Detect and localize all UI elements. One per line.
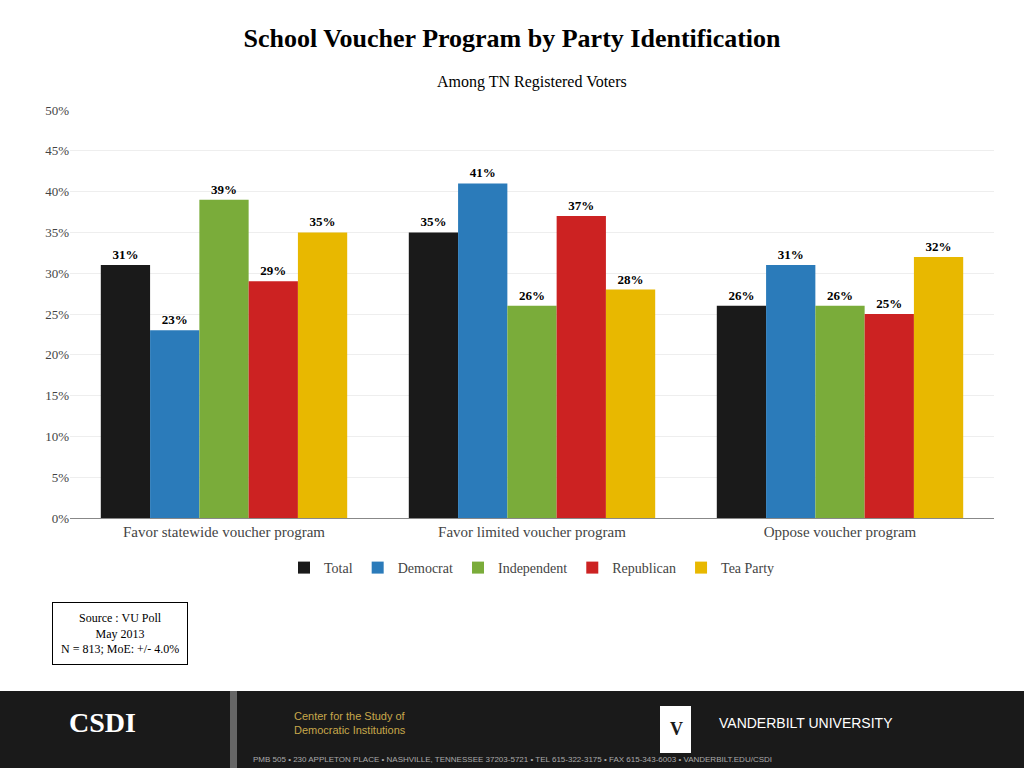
svg-text:15%: 15% [45,388,69,403]
svg-text:Total: Total [324,561,353,576]
svg-text:10%: 10% [45,429,69,444]
svg-text:28%: 28% [618,272,644,287]
svg-text:Center for the Study ofDemocra: Center for the Study ofDemocratic Instit… [294,710,406,736]
svg-text:41%: 41% [470,165,496,180]
svg-text:25%: 25% [876,296,902,311]
svg-text:37%: 37% [568,198,594,213]
svg-text:School Voucher Program by Part: School Voucher Program by Party Identifi… [243,24,781,53]
svg-text:Favor statewide voucher progra: Favor statewide voucher program [123,524,325,540]
svg-text:VANDERBILT UNIVERSITY: VANDERBILT UNIVERSITY [719,715,893,731]
svg-text:5%: 5% [52,470,70,485]
svg-text:CSDI: CSDI [69,707,136,738]
svg-text:25%: 25% [45,307,69,322]
svg-text:30%: 30% [45,266,69,281]
svg-text:Tea Party: Tea Party [721,561,774,576]
svg-text:Oppose voucher program: Oppose voucher program [764,524,917,540]
svg-text:PMB 505 • 230 APPLETON PLACE •: PMB 505 • 230 APPLETON PLACE • NASHVILLE… [253,755,772,764]
svg-text:Among TN Registered Voters: Among TN Registered Voters [437,73,627,91]
svg-text:26%: 26% [519,288,545,303]
svg-text:35%: 35% [45,225,69,240]
svg-text:35%: 35% [310,214,336,229]
svg-text:32%: 32% [926,239,952,254]
svg-text:40%: 40% [45,184,69,199]
svg-text:29%: 29% [260,263,286,278]
svg-text:20%: 20% [45,347,69,362]
svg-text:Republican: Republican [612,561,676,576]
svg-text:50%: 50% [45,103,69,118]
svg-text:31%: 31% [778,247,804,262]
svg-text:31%: 31% [112,247,138,262]
svg-text:45%: 45% [45,143,69,158]
svg-text:23%: 23% [162,312,188,327]
svg-text:Source : VU PollMay 2013N = 81: Source : VU PollMay 2013N = 813; MoE: +/… [61,611,179,656]
svg-text:26%: 26% [827,288,853,303]
svg-text:39%: 39% [211,182,237,197]
svg-text:26%: 26% [728,288,754,303]
svg-text:0%: 0% [52,511,70,526]
svg-text:Democrat: Democrat [398,561,453,576]
svg-text:Favor limited voucher program: Favor limited voucher program [438,524,626,540]
svg-text:Independent: Independent [498,561,567,576]
svg-text:35%: 35% [420,214,446,229]
svg-text:V: V [670,719,683,739]
